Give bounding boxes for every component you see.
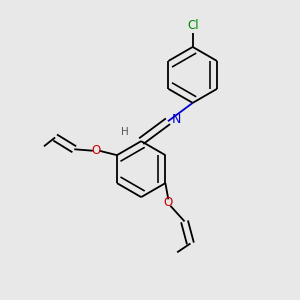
Text: N: N (172, 113, 181, 126)
Text: O: O (92, 144, 101, 157)
Text: Cl: Cl (187, 19, 199, 32)
Text: O: O (164, 196, 173, 209)
Text: H: H (121, 127, 129, 137)
